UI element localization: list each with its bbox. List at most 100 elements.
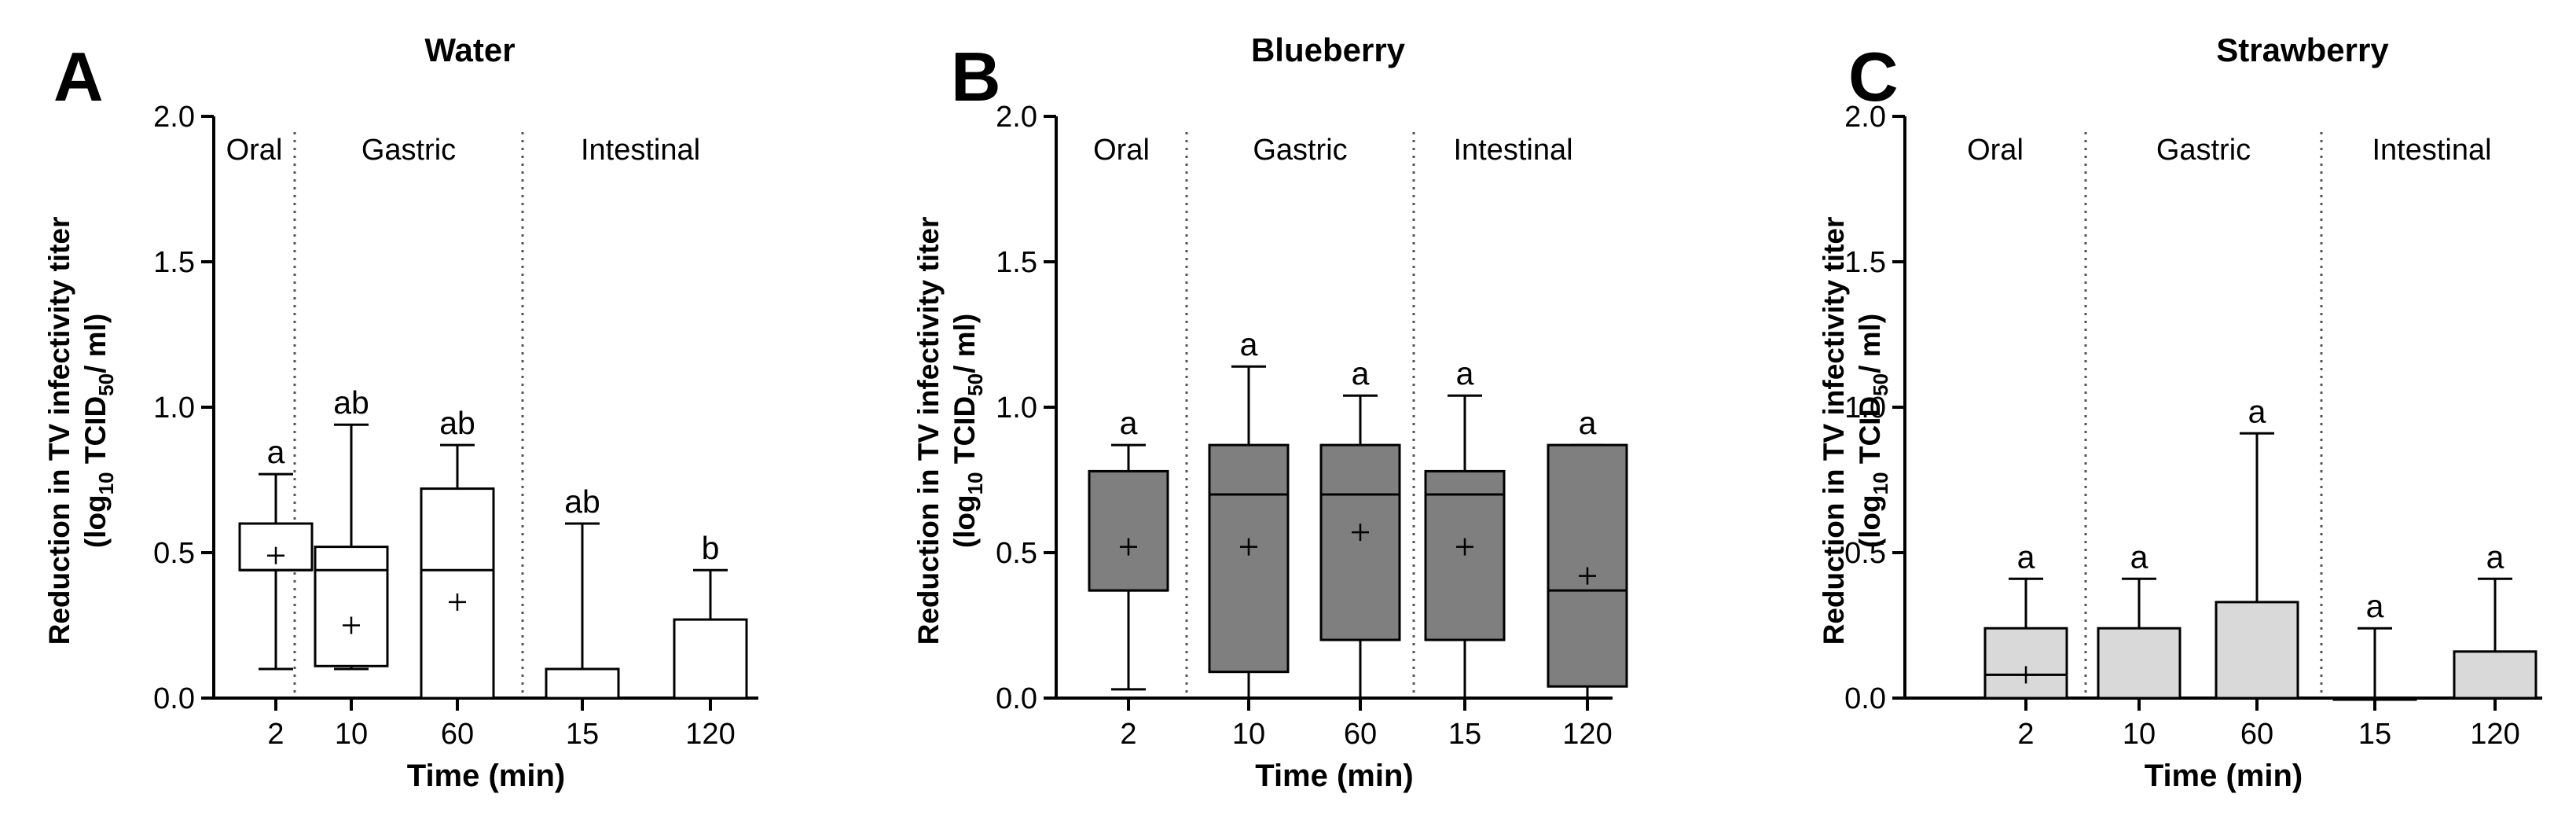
significance-letter: a [267,434,285,470]
y-axis-title-part: / ml) [1854,314,1886,373]
box-rect [1208,443,1290,674]
phase-label-intestinal: Intestinal [1453,134,1572,167]
x-tick-label: 10 [335,718,368,751]
x-tick-label: 10 [1232,718,1265,751]
x-tick-label: 2 [1120,718,1136,751]
y-tick-label: 0.5 [996,537,1037,570]
box-15: ab [545,483,620,700]
y-tick-label: 0.0 [996,682,1037,715]
y-tick-label: 0.0 [1844,682,1886,715]
y-axis-title-line1: Reduction in TV infectivity titer [912,217,945,645]
panel-A: A Water 0.0 0.5 1.0 1.5 2.0 2 10 60 15 120 Time (min… [43,31,758,793]
box-60: a [1319,355,1401,698]
y-axis-title-part: TCID [949,396,981,472]
significance-letter: ab [333,384,369,421]
y-axis-subscript: 50 [94,373,118,396]
y-tick-label: 1.0 [1844,391,1886,425]
x-tick-label: 60 [1344,718,1377,751]
phase-label-oral: Oral [226,134,283,167]
y-axis-subscript: 10 [963,472,987,494]
box-10: a [1208,326,1290,698]
y-tick-label: 0.0 [153,682,195,715]
y-tick-label: 0.5 [1844,537,1886,570]
box-10: ab [314,384,389,671]
x-tick-label: 2 [2017,718,2034,751]
significance-letter: a [2248,393,2266,429]
significance-letter: ab [564,483,600,520]
box-rect [2453,650,2537,700]
y-axis-title-part: (log [949,494,981,548]
x-axis-title: Time (min) [407,759,566,793]
x-tick-label: 10 [2123,718,2156,751]
y-tick-label: 1.5 [153,246,195,279]
y-axis-title-part: TCID [79,396,112,472]
y-axis-subscript: 50 [1869,373,1892,396]
y-tick-label: 1.0 [153,391,195,425]
significance-letter: a [1240,326,1258,362]
phase-label-gastric: Gastric [2156,134,2251,167]
box-rect [1424,469,1506,641]
x-tick-label: 15 [1448,718,1481,751]
box-rect [314,546,389,667]
box-2: a [1983,538,2068,700]
box-120: a [1547,405,1628,698]
y-tick-label: 2.0 [996,101,1037,134]
box-60: a [2215,393,2299,700]
y-tick-label: 1.0 [996,391,1037,425]
x-tick-label: 15 [566,718,599,751]
significance-letter: ab [439,405,475,441]
panel-letter: A [53,38,104,116]
y-axis-title-part: TCID [1854,396,1886,472]
box-rect [420,487,495,700]
box-rect [1547,443,1628,688]
x-tick-label: 60 [441,718,474,751]
y-axis-title-line2: (log10 TCID50/ ml) [79,314,118,548]
box-rect [673,618,748,700]
x-tick-label: 15 [2358,718,2391,751]
y-axis-subscript: 10 [1869,472,1892,494]
significance-letter: a [1352,355,1370,391]
box-rect [1319,443,1401,641]
x-tick-label: 120 [1562,718,1612,751]
panel-B: B Blueberry 0.0 0.5 1.0 1.5 2.0 2 10 60 15 120 Time … [912,31,1628,793]
y-axis-title-part: (log [1854,494,1886,548]
y-axis-title-line2: (log10 TCID50/ ml) [949,314,987,548]
y-axis-title-line1: Reduction in TV infectivity titer [43,217,75,645]
panel-title: Blueberry [1251,31,1406,68]
box-15: a [2332,588,2417,701]
phase-label-intestinal: Intestinal [581,134,700,167]
y-axis-title-part: (log [79,494,112,548]
x-tick-label: 2 [267,718,284,751]
y-axis-subscript: 50 [963,373,987,396]
panel-title: Water [424,31,515,68]
x-tick-label: 120 [2470,718,2519,751]
phase-label-oral: Oral [1093,134,1150,167]
phase-label-oral: Oral [1967,134,2024,167]
significance-letter: a [1579,405,1597,441]
box-60: ab [420,405,495,700]
y-tick-label: 1.5 [1844,246,1886,279]
y-tick-label: 1.5 [996,246,1037,279]
box-rect [2215,601,2299,700]
phase-label-gastric: Gastric [1253,134,1347,167]
box-120: a [2453,538,2537,700]
y-tick-label: 2.0 [1844,101,1886,134]
box-rect [545,667,620,700]
phase-label-gastric: Gastric [361,134,456,167]
panel-C: C Strawberry 0.0 0.5 1.0 1.5 2.0 2 10 60 15 120 Time… [1818,31,2542,793]
box-2: a [238,434,314,671]
significance-letter: b [702,530,720,566]
box-2: a [1088,405,1169,691]
x-tick-label: 120 [685,718,735,751]
box-rect [1983,627,2068,700]
box-rect [2097,627,2182,700]
significance-letter: a [2366,588,2384,624]
y-tick-label: 2.0 [153,101,195,134]
y-axis-title-part: / ml) [949,314,981,373]
box-rect [1088,469,1169,592]
significance-letter: a [2486,538,2504,575]
box-120: b [673,530,748,700]
y-axis-title-line2: (log10 TCID50/ ml) [1854,314,1892,548]
phase-label-intestinal: Intestinal [2372,134,2491,167]
